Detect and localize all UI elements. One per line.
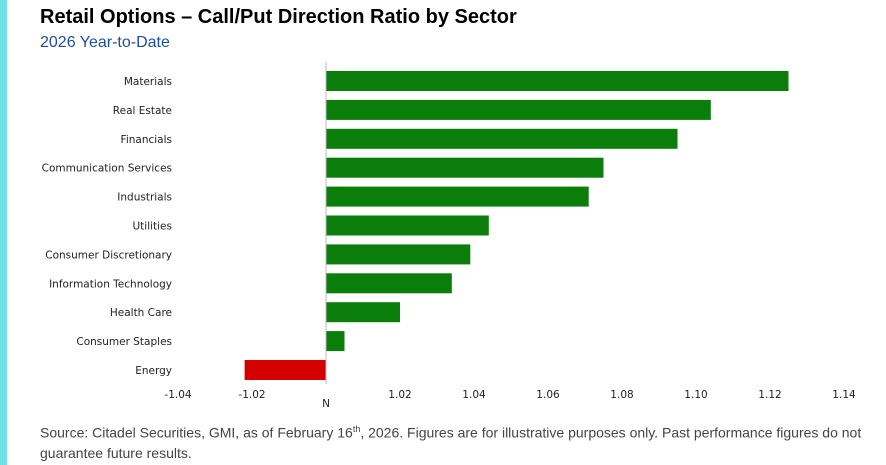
- category-label: Financials: [121, 134, 172, 146]
- baseline-label: N: [322, 398, 330, 410]
- category-label: Consumer Discretionary: [45, 249, 172, 261]
- footnote-superscript: th: [352, 424, 361, 434]
- category-label: Energy: [135, 365, 172, 377]
- category-label: Information Technology: [49, 278, 172, 290]
- category-label: Communication Services: [42, 163, 172, 175]
- bar-energy: [244, 360, 326, 380]
- footnote-text-start: Source: Citadel Securities, GMI, as of F…: [40, 424, 353, 441]
- x-tick-label: 1.14: [832, 389, 856, 401]
- x-tick-label: -1.02: [238, 389, 265, 401]
- category-label: Industrials: [117, 192, 172, 204]
- bar-real-estate: [326, 99, 711, 120]
- bar-information-technology: [326, 273, 452, 294]
- bar-consumer-staples: [326, 331, 345, 352]
- x-tick-label: -1.04: [164, 389, 191, 401]
- x-tick-label: 1.04: [462, 389, 486, 401]
- source-footnote: Source: Citadel Securities, GMI, as of F…: [40, 419, 870, 463]
- x-tick-label: 1.10: [684, 389, 707, 401]
- bar-health-care: [326, 302, 400, 323]
- bar-materials: [326, 71, 789, 91]
- accent-bar: [0, 0, 7, 465]
- category-label: Consumer Staples: [76, 336, 172, 348]
- x-tick-label: 1.06: [536, 389, 560, 401]
- bar-industrials: [326, 186, 589, 207]
- bar-consumer-discretionary: [326, 244, 471, 265]
- x-tick-label: 1.02: [388, 389, 411, 401]
- footnote-text-end: , 2026. Figures are for illustrative pur…: [40, 424, 862, 461]
- category-label: Utilities: [132, 221, 172, 233]
- category-label: Real Estate: [113, 105, 172, 117]
- category-label: Health Care: [110, 307, 172, 319]
- chart-subtitle: 2026 Year-to-Date: [40, 34, 170, 51]
- bar-communication-services: [326, 157, 604, 178]
- chart-title: Retail Options – Call/Put Direction Rati…: [40, 6, 517, 28]
- bar-financials: [326, 128, 678, 149]
- category-label: Materials: [124, 76, 172, 88]
- x-tick-label: 1.12: [758, 389, 781, 401]
- x-tick-label: 1.08: [610, 389, 633, 401]
- bar-utilities: [326, 215, 489, 236]
